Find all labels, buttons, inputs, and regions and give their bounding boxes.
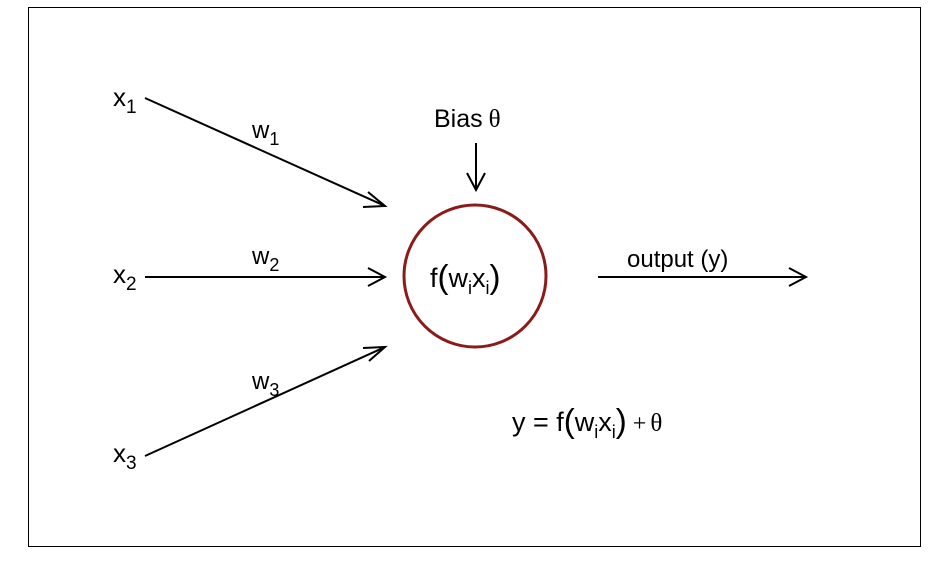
input-arrow-1	[144, 97, 388, 208]
input-arrow-2	[145, 267, 388, 287]
bias-arrow	[466, 143, 486, 193]
input-label-x3: x3	[113, 438, 137, 474]
output-equation: y = f(wixi) + θ	[512, 402, 662, 442]
output-arrow	[598, 267, 809, 287]
input-arrow-3	[144, 345, 388, 457]
weight-label-w1: w1	[251, 117, 279, 149]
diagram-frame	[28, 7, 921, 547]
output-label: output (y)	[627, 246, 728, 273]
input-label-x2: x2	[113, 259, 137, 295]
bias-label: Bias θ	[434, 105, 501, 133]
input-label-x1: x1	[113, 82, 137, 118]
weight-label-w2: w2	[251, 243, 279, 275]
neuron-circle	[402, 203, 548, 349]
weight-label-w3: w3	[251, 368, 279, 400]
neuron-function: f(wixi)	[430, 258, 501, 298]
